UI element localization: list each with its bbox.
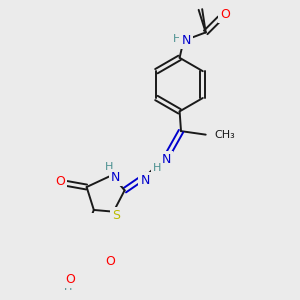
Text: O: O bbox=[55, 175, 65, 188]
Text: N: N bbox=[140, 174, 150, 187]
Text: H: H bbox=[105, 162, 113, 172]
Text: O: O bbox=[66, 273, 76, 286]
Text: O: O bbox=[220, 8, 230, 21]
Text: CH₃: CH₃ bbox=[214, 130, 235, 140]
Text: S: S bbox=[112, 209, 120, 222]
Text: H: H bbox=[173, 34, 182, 44]
Text: H: H bbox=[153, 163, 161, 173]
Text: N: N bbox=[181, 34, 190, 47]
Text: N: N bbox=[111, 171, 120, 184]
Text: H: H bbox=[64, 282, 72, 292]
Text: N: N bbox=[161, 153, 171, 166]
Text: O: O bbox=[105, 255, 115, 268]
